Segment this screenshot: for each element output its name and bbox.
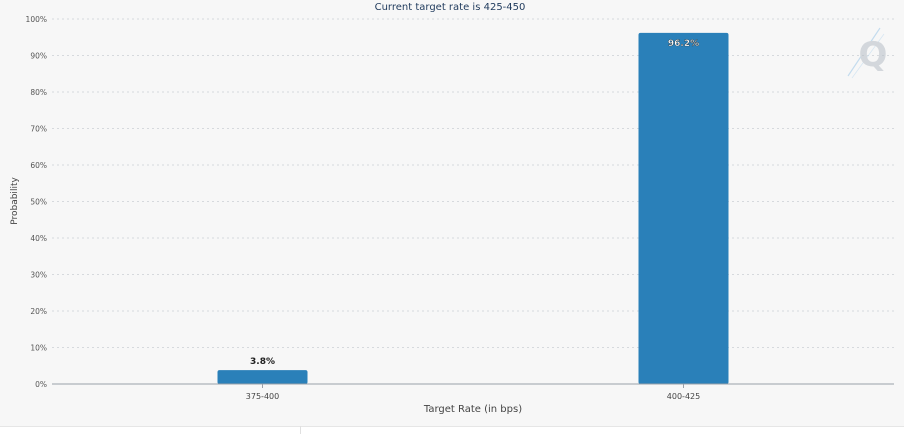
x-axis-title: Target Rate (in bps)	[423, 404, 522, 415]
y-tick-label: 80%	[30, 88, 47, 97]
bar-data-label: 96.2%	[668, 39, 699, 49]
y-tick-label: 60%	[30, 161, 47, 170]
y-tick-label: 20%	[30, 307, 47, 316]
y-tick-label: 90%	[30, 52, 47, 61]
y-axis-tick-labels: 0% 10% 20% 30% 40% 50% 60% 70% 80% 90% 100%	[26, 15, 47, 389]
y-axis-title: Probability	[10, 177, 20, 225]
bottom-strip-divider	[300, 426, 301, 434]
y-tick-label: 0%	[35, 380, 47, 389]
bar-data-label: 3.8%	[250, 357, 275, 367]
x-axis-tick-labels: 375-400 400-425	[246, 384, 700, 401]
svg-text:Q: Q	[859, 35, 888, 75]
y-tick-label: 30%	[30, 271, 47, 280]
gridlines	[52, 18, 894, 348]
y-tick-label: 70%	[30, 125, 47, 134]
q-logo-icon: Q	[847, 27, 888, 79]
chart-title: Current target rate is 425-450	[375, 2, 526, 13]
y-tick-label: 40%	[30, 234, 47, 243]
bars	[217, 32, 729, 385]
y-tick-label: 10%	[30, 344, 47, 353]
bottom-strip	[0, 426, 904, 434]
bar-data-labels: 3.8% 96.2%	[250, 39, 699, 367]
y-tick-label: 100%	[26, 15, 47, 24]
x-tick-label: 375-400	[246, 392, 279, 401]
bar[interactable]	[217, 370, 308, 384]
y-tick-label: 50%	[30, 198, 47, 207]
bar[interactable]	[638, 32, 729, 385]
x-tick-label: 400-425	[667, 392, 700, 401]
